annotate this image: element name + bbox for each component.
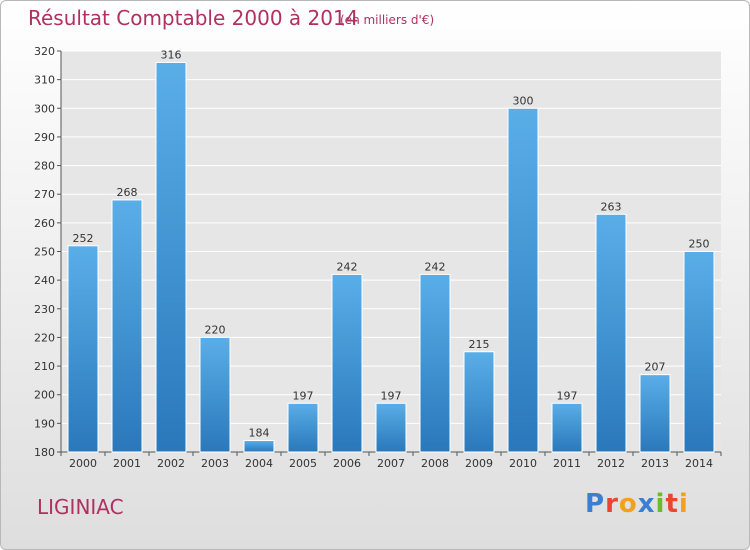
logo-letter: x (637, 489, 656, 519)
y-tick-label: 190 (34, 417, 55, 430)
x-tick-label: 2012 (597, 457, 625, 470)
data-label: 242 (337, 260, 358, 273)
logo-letter: i (678, 489, 689, 519)
y-tick-label: 210 (34, 360, 55, 373)
y-tick-label: 320 (34, 45, 55, 58)
y-tick-label: 200 (34, 389, 55, 402)
data-label: 316 (161, 48, 182, 61)
data-label: 197 (557, 389, 578, 402)
x-tick-label: 2002 (157, 457, 185, 470)
data-label: 250 (689, 238, 710, 251)
bar-2012 (595, 213, 627, 453)
x-tick-label: 2009 (465, 457, 493, 470)
bar-2000 (67, 245, 99, 453)
proxiti-logo: Proxiti (585, 489, 689, 519)
x-tick-label: 2010 (509, 457, 537, 470)
bar-2010 (507, 107, 539, 453)
x-tick-label: 2001 (113, 457, 141, 470)
x-tick-label: 2003 (201, 457, 229, 470)
x-tick-label: 2007 (377, 457, 405, 470)
y-tick-label: 220 (34, 331, 55, 344)
logo-letter: o (618, 489, 638, 519)
y-tick-label: 250 (34, 246, 55, 259)
chart-subtitle: (en milliers d'€) (340, 13, 435, 27)
y-tick-label: 260 (34, 217, 55, 230)
y-tick-label: 240 (34, 274, 55, 287)
data-label: 263 (601, 200, 622, 213)
y-tick-label: 310 (34, 74, 55, 87)
bar-2008 (419, 273, 451, 453)
data-label: 207 (645, 361, 666, 374)
data-label: 220 (205, 323, 226, 336)
bar-2005 (287, 402, 319, 453)
bar-2006 (331, 273, 363, 453)
bar-2004 (243, 440, 275, 453)
bar-2001 (111, 199, 143, 453)
data-label: 268 (117, 186, 138, 199)
bar-2011 (551, 402, 583, 453)
data-label: 197 (381, 389, 402, 402)
y-tick-label: 230 (34, 303, 55, 316)
logo-letter: P (585, 489, 606, 519)
chart-title: Résultat Comptable 2000 à 2014 (28, 6, 359, 30)
data-label: 197 (293, 389, 314, 402)
x-tick-label: 2005 (289, 457, 317, 470)
x-tick-label: 2014 (685, 457, 713, 470)
data-label: 184 (249, 427, 270, 440)
y-tick-label: 290 (34, 131, 55, 144)
x-tick-label: 2000 (69, 457, 97, 470)
x-tick-label: 2011 (553, 457, 581, 470)
x-tick-label: 2008 (421, 457, 449, 470)
y-tick-label: 270 (34, 188, 55, 201)
y-tick-label: 280 (34, 160, 55, 173)
x-tick-label: 2013 (641, 457, 669, 470)
bar-2013 (639, 374, 671, 453)
bar-2002 (155, 61, 187, 453)
commune-name: LIGINIAC (37, 495, 124, 519)
bar-2009 (463, 351, 495, 453)
y-tick-label: 300 (34, 102, 55, 115)
logo-letter: t (665, 489, 679, 519)
data-label: 300 (513, 94, 534, 107)
data-label: 242 (425, 260, 446, 273)
x-tick-label: 2004 (245, 457, 273, 470)
x-tick-label: 2006 (333, 457, 361, 470)
data-label: 252 (73, 232, 94, 245)
bar-2003 (199, 336, 231, 453)
y-tick-label: 180 (34, 446, 55, 459)
logo-letter: r (605, 489, 619, 519)
logo-letter: i (655, 489, 666, 519)
data-label: 215 (469, 338, 490, 351)
bar-2007 (375, 402, 407, 453)
bar-2014 (683, 251, 715, 453)
